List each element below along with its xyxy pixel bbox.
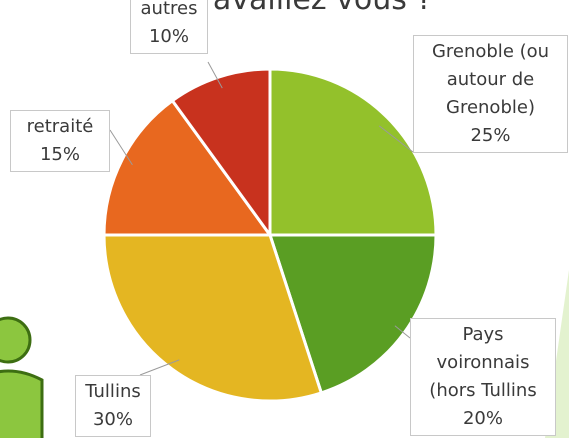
leader-line — [207, 61, 223, 89]
pie-slice — [268, 67, 438, 237]
data-label: Tullins 30% — [75, 375, 151, 437]
value-label: 15% — [39, 144, 80, 165]
category-label: Grenoble (ou autour de Grenoble) — [431, 41, 550, 118]
pie-slice — [170, 67, 272, 240]
value-label: 10% — [148, 26, 189, 47]
category-label: Tullins — [85, 381, 141, 402]
leader-line — [394, 325, 411, 339]
value-label: 20% — [462, 408, 503, 429]
pie-slice — [102, 233, 324, 403]
pie-slice — [102, 98, 273, 237]
leader-line — [109, 129, 133, 166]
value-label: 30% — [92, 409, 133, 430]
chart-title: Où travaillez vous ? — [0, 0, 569, 17]
person-icon — [0, 316, 44, 438]
category-label: Pays voironnais (hors Tullins — [429, 324, 537, 401]
leader-line — [378, 125, 414, 153]
data-label: retraité 15% — [10, 110, 110, 172]
leader-line — [139, 359, 180, 376]
data-label: autres 10% — [130, 0, 208, 54]
data-label: Grenoble (ou autour de Grenoble) 25% — [413, 35, 568, 153]
data-label: Pays voironnais (hors Tullins 20% — [410, 318, 556, 436]
category-label: autres — [140, 0, 198, 19]
category-label: retraité — [26, 116, 94, 137]
pie-slice — [267, 233, 438, 395]
value-label: 25% — [470, 125, 511, 146]
